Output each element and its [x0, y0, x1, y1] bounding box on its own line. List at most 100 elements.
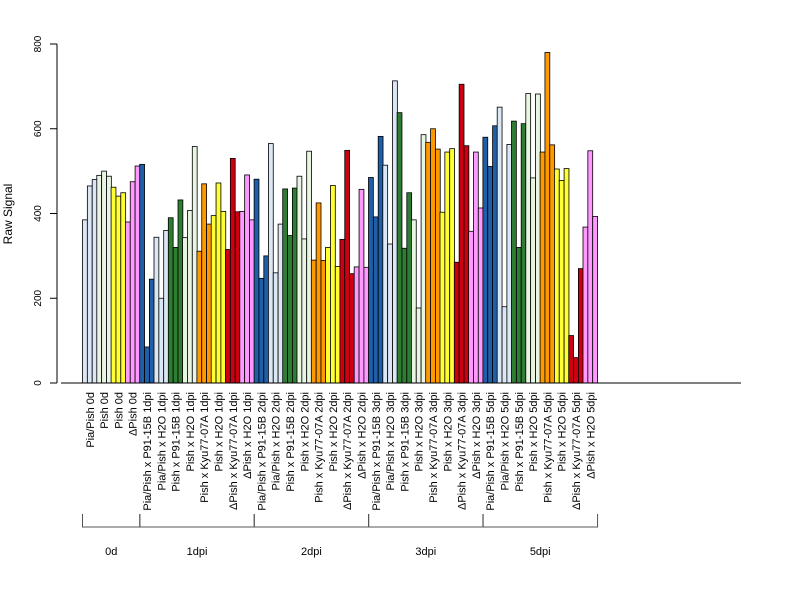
bar	[263, 255, 270, 384]
bar	[296, 175, 303, 384]
bar	[473, 151, 479, 384]
bar	[554, 168, 560, 384]
bar	[334, 266, 341, 384]
bar	[167, 217, 174, 384]
bar	[272, 272, 279, 384]
bar	[187, 210, 193, 384]
bar	[287, 235, 293, 384]
bar	[82, 219, 88, 384]
x-tick-label: Pish x H2O 3dpi	[442, 392, 454, 471]
bar	[592, 216, 598, 384]
bar	[282, 188, 288, 384]
bar	[520, 123, 527, 384]
x-tick-label: Pia/Pish x H2O 1dpi	[156, 392, 168, 490]
bar	[535, 93, 541, 384]
x-tick-label: Pia/Pish x P91-15B 3dpi	[371, 392, 383, 511]
time-bracket-label: 2dpi	[301, 546, 322, 558]
time-brackets: 0d 1dpi 2dpi 3dpi 5dpi	[82, 514, 599, 558]
bar	[158, 297, 165, 384]
bar	[134, 165, 141, 384]
bar	[353, 266, 360, 384]
x-tick-label: Pish x Kyu77-07A 1dpi	[199, 392, 211, 503]
bar	[487, 166, 493, 384]
bar	[401, 247, 408, 384]
bar	[482, 136, 489, 384]
bar	[325, 246, 331, 384]
bar	[315, 202, 322, 384]
bar	[363, 266, 370, 384]
bar	[496, 106, 503, 384]
bar	[249, 219, 255, 384]
x-tick-label: ΔPish x H2O 3dpi	[471, 392, 483, 479]
x-tick-label: Pish x Kyu77-07A 3dpi	[428, 392, 440, 503]
bar	[153, 236, 160, 384]
bar	[410, 219, 417, 384]
bar	[573, 357, 579, 384]
time-bracket	[368, 514, 484, 528]
bar	[220, 210, 227, 384]
bar	[525, 93, 532, 384]
bar	[148, 278, 155, 384]
bar	[129, 181, 136, 384]
bar	[210, 215, 217, 384]
y-tick-label: 0	[33, 380, 44, 386]
time-bracket	[82, 514, 141, 528]
bar	[549, 144, 556, 384]
bar	[301, 238, 308, 384]
bar	[267, 143, 274, 384]
bar	[368, 177, 374, 384]
x-tick-label: Pish x Kyu77-07A 2dpi	[314, 392, 326, 503]
x-tick-label: Pish x P91-15B 2dpi	[285, 392, 297, 492]
bar	[587, 150, 594, 384]
bar	[306, 150, 312, 384]
x-tick-label: Pish x H2O 5dpi	[528, 392, 540, 471]
bar	[244, 174, 250, 384]
bar	[396, 112, 403, 384]
bar	[115, 195, 122, 384]
x-tick-label: ΔPish x Kyu77-07A 5dpi	[571, 392, 583, 510]
bar	[458, 83, 465, 384]
x-tick-label: Pish x H2O 5dpi	[557, 392, 569, 471]
bar	[277, 223, 284, 384]
bar	[330, 185, 336, 384]
bar	[578, 268, 584, 384]
y-axis-label: Raw Signal	[1, 184, 15, 245]
time-bracket-label: 0d	[105, 546, 117, 558]
bar	[501, 306, 508, 384]
time-bracket	[139, 514, 255, 528]
x-tick-label: ΔPish x Kyu77-07A 2dpi	[342, 392, 354, 510]
bar	[91, 179, 98, 384]
y-tick-label: 200	[33, 289, 44, 306]
bar	[101, 170, 107, 384]
bar	[182, 237, 188, 384]
bar	[420, 134, 427, 384]
bar	[382, 164, 389, 384]
x-tick-label: Pish x H2O 2dpi	[299, 392, 311, 471]
bar	[387, 243, 393, 384]
bar	[453, 261, 460, 384]
bar	[434, 148, 441, 384]
bar	[96, 174, 103, 384]
bar	[558, 180, 565, 384]
bar	[206, 223, 212, 384]
bar	[568, 335, 574, 384]
x-tick-label: Pish 0d	[113, 392, 125, 429]
x-tick-label: Pish x H2O 1dpi	[213, 392, 225, 471]
bar	[358, 188, 365, 384]
x-tick-label: Pish x H2O 3dpi	[414, 392, 426, 471]
x-tick-labels: Pia/Pish 0d Pish 0d Pish 0d ΔPish 0d Pia/Pis…	[85, 392, 598, 511]
time-bracket-label: 1dpi	[187, 546, 208, 558]
y-tick-label: 800	[33, 35, 44, 52]
bar	[239, 210, 246, 384]
bar	[582, 226, 589, 384]
bar	[229, 158, 236, 384]
bar	[449, 148, 455, 384]
x-tick-label: ΔPish x H2O 1dpi	[242, 392, 254, 479]
x-tick-label: Pia/Pish 0d	[85, 392, 97, 448]
x-tick-label: Pish x P91-15B 3dpi	[399, 392, 411, 492]
time-bracket	[253, 514, 370, 528]
x-tick-label: ΔPish x Kyu77-07A 1dpi	[228, 392, 240, 510]
bar	[215, 182, 222, 384]
bar	[144, 346, 150, 384]
bar	[539, 151, 546, 384]
